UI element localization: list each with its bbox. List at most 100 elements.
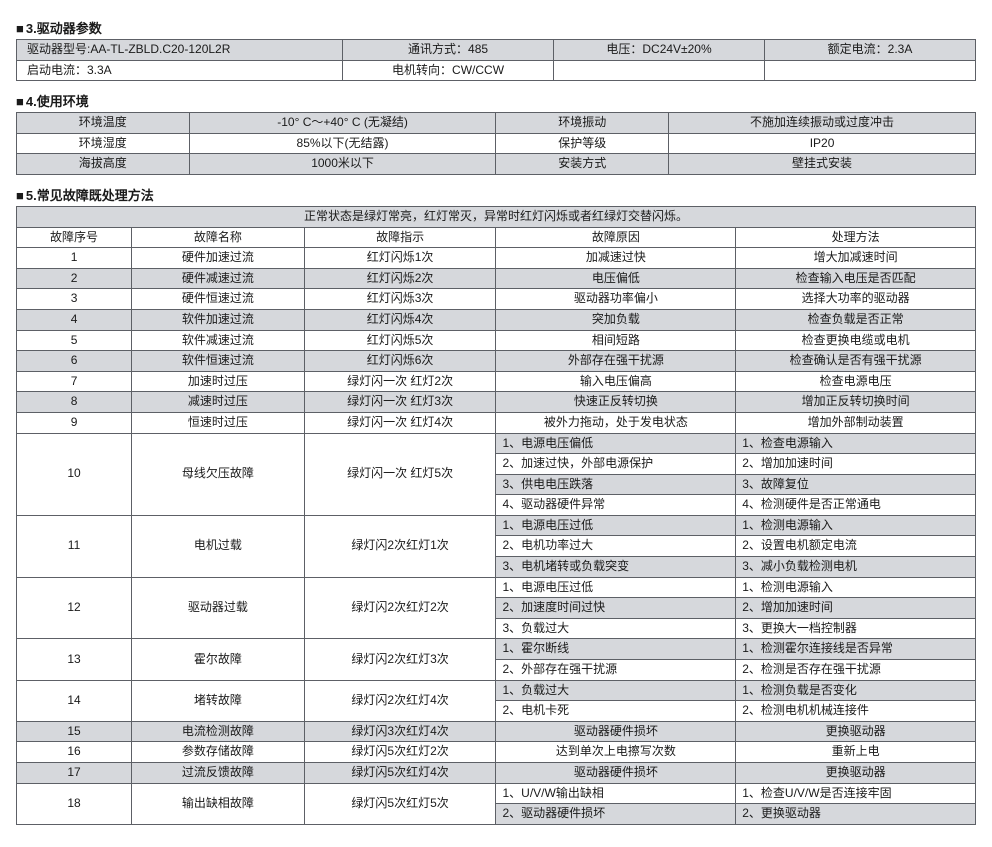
fault-cause: 快速正反转切换 (496, 392, 736, 413)
s3-r2c3 (554, 60, 765, 81)
fault-cause: 2、电机卡死 (496, 701, 736, 722)
fault-fix: 检查输入电压是否匹配 (736, 268, 976, 289)
fault-cell: 恒速时过压 (132, 412, 305, 433)
fault-fix: 检查确认是否有强干扰源 (736, 351, 976, 372)
section5-title: 5.常见故障既处理方法 (16, 185, 976, 204)
fault-fix: 检查负载是否正常 (736, 309, 976, 330)
fault-fix: 3、减小负载检测电机 (736, 557, 976, 578)
fault-fix: 增加正反转切换时间 (736, 392, 976, 413)
fault-cell: 红灯闪烁4次 (304, 309, 496, 330)
env-cell: 环境湿度 (17, 133, 190, 154)
fault-cell: 绿灯闪2次红灯4次 (304, 680, 496, 721)
fault-fix: 1、检查U/V/W是否连接牢固 (736, 783, 976, 804)
fault-cell: 减速时过压 (132, 392, 305, 413)
section4-title: 4.使用环境 (16, 91, 976, 110)
env-cell: 海拔高度 (17, 154, 190, 175)
env-cell: 不施加连续振动或过度冲击 (669, 113, 976, 134)
fault-fix: 1、检测负载是否变化 (736, 680, 976, 701)
fault-cell: 软件减速过流 (132, 330, 305, 351)
fault-cause: 3、负载过大 (496, 618, 736, 639)
s3-r2c1: 启动电流：3.3A (17, 60, 343, 81)
fault-cell: 电流检测故障 (132, 721, 305, 742)
fault-cell: 参数存储故障 (132, 742, 305, 763)
fault-fix: 增大加减速时间 (736, 248, 976, 269)
hdr-no: 故障序号 (17, 227, 132, 248)
fault-fix: 更换驱动器 (736, 763, 976, 784)
fault-cell: 软件恒速过流 (132, 351, 305, 372)
fault-fix: 检查电源电压 (736, 371, 976, 392)
fault-cell: 13 (17, 639, 132, 680)
fault-cell: 绿灯闪5次红灯5次 (304, 783, 496, 824)
fault-cause: 1、负载过大 (496, 680, 736, 701)
fault-cell: 绿灯闪一次 红灯4次 (304, 412, 496, 433)
fault-cell: 红灯闪烁5次 (304, 330, 496, 351)
fault-cell: 红灯闪烁2次 (304, 268, 496, 289)
fault-cell: 14 (17, 680, 132, 721)
fault-cell: 堵转故障 (132, 680, 305, 721)
fault-banner: 正常状态是绿灯常亮，红灯常灭，异常时红灯闪烁或者红绿灯交替闪烁。 (17, 206, 976, 227)
fault-cause: 驱动器硬件损坏 (496, 763, 736, 784)
fault-cell: 11 (17, 515, 132, 577)
fault-fix: 1、检测电源输入 (736, 577, 976, 598)
fault-cell: 加速时过压 (132, 371, 305, 392)
fault-cell: 3 (17, 289, 132, 310)
fault-table: 正常状态是绿灯常亮，红灯常灭，异常时红灯闪烁或者红绿灯交替闪烁。 故障序号 故障… (16, 206, 976, 825)
fault-fix: 2、增加加速时间 (736, 454, 976, 475)
fault-cell: 电机过载 (132, 515, 305, 577)
fault-fix: 检查更换电缆或电机 (736, 330, 976, 351)
fault-cause: 1、U/V/W输出缺相 (496, 783, 736, 804)
fault-cause: 外部存在强干扰源 (496, 351, 736, 372)
fault-cell: 15 (17, 721, 132, 742)
driver-params-table: 驱动器型号:AA-TL-ZBLD.C20-120L2R 通讯方式：485 电压：… (16, 39, 976, 81)
fault-cell: 绿灯闪一次 红灯5次 (304, 433, 496, 515)
fault-cell: 绿灯闪3次红灯4次 (304, 721, 496, 742)
fault-fix: 2、检测是否存在强干扰源 (736, 660, 976, 681)
fault-cause: 1、电源电压过低 (496, 577, 736, 598)
fault-cause: 1、霍尔断线 (496, 639, 736, 660)
fault-cell: 5 (17, 330, 132, 351)
hdr-name: 故障名称 (132, 227, 305, 248)
fault-cell: 红灯闪烁3次 (304, 289, 496, 310)
fault-cell: 1 (17, 248, 132, 269)
fault-cell: 16 (17, 742, 132, 763)
fault-fix: 1、检测霍尔连接线是否异常 (736, 639, 976, 660)
s3-r2c4 (765, 60, 976, 81)
fault-cell: 绿灯闪2次红灯2次 (304, 577, 496, 639)
s3-r2c2: 电机转向：CW/CCW (343, 60, 554, 81)
fault-fix: 4、检测硬件是否正常通电 (736, 495, 976, 516)
fault-cause: 相间短路 (496, 330, 736, 351)
fault-cell: 7 (17, 371, 132, 392)
env-cell: 85%以下(无结露) (189, 133, 496, 154)
environment-table: 环境温度-10° C～+40° C (无凝结)环境振动不施加连续振动或过度冲击环… (16, 112, 976, 175)
fault-cause: 电压偏低 (496, 268, 736, 289)
fault-cell: 9 (17, 412, 132, 433)
fault-cause: 3、电机堵转或负载突变 (496, 557, 736, 578)
fault-cause: 被外力拖动，处于发电状态 (496, 412, 736, 433)
fault-cell: 17 (17, 763, 132, 784)
fault-cell: 硬件加速过流 (132, 248, 305, 269)
fault-cell: 过流反馈故障 (132, 763, 305, 784)
fault-fix: 3、故障复位 (736, 474, 976, 495)
fault-fix: 增加外部制动装置 (736, 412, 976, 433)
fault-cause: 驱动器功率偏小 (496, 289, 736, 310)
s3-r1c3: 电压：DC24V±20% (554, 40, 765, 61)
fault-cell: 绿灯闪一次 红灯3次 (304, 392, 496, 413)
fault-cell: 硬件恒速过流 (132, 289, 305, 310)
fault-cell: 8 (17, 392, 132, 413)
fault-cause: 突加负载 (496, 309, 736, 330)
env-cell: -10° C～+40° C (无凝结) (189, 113, 496, 134)
fault-cell: 10 (17, 433, 132, 515)
env-cell: 1000米以下 (189, 154, 496, 175)
fault-fix: 2、更换驱动器 (736, 804, 976, 825)
fault-fix: 1、检查电源输入 (736, 433, 976, 454)
fault-fix: 选择大功率的驱动器 (736, 289, 976, 310)
hdr-fix: 处理方法 (736, 227, 976, 248)
section3-title: 3.驱动器参数 (16, 18, 976, 37)
env-cell: 安装方式 (496, 154, 669, 175)
fault-cell: 绿灯闪5次红灯2次 (304, 742, 496, 763)
fault-cell: 红灯闪烁6次 (304, 351, 496, 372)
fault-cause: 3、供电电压跌落 (496, 474, 736, 495)
fault-cause: 2、加速过快，外部电源保护 (496, 454, 736, 475)
s3-r1c1: 驱动器型号:AA-TL-ZBLD.C20-120L2R (17, 40, 343, 61)
fault-fix: 更换驱动器 (736, 721, 976, 742)
